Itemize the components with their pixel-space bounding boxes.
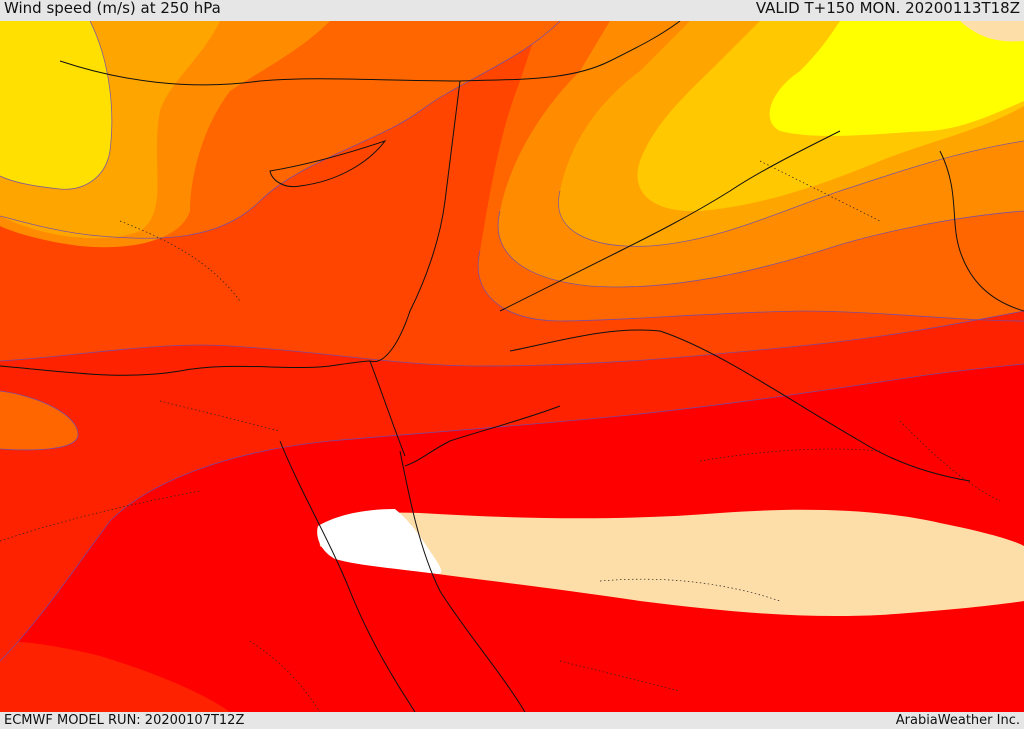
band-white-core [317,509,442,574]
border-saudi-north [509,329,971,482]
band-wheat-ne [960,21,1024,42]
band-orange-left-blob [0,391,79,450]
border-jordan-iraq [499,130,841,312]
band-wheat-core [318,509,1024,617]
border-iraq-iran [939,150,1024,312]
admin-borders [0,160,1001,712]
model-run-label: ECMWF MODEL RUN: 20200107T12Z [4,713,245,728]
band-yellow-nw [0,21,112,190]
wind-speed-map[interactable] [0,21,1024,712]
coastline-north-africa [0,360,371,376]
valid-time-label: VALID T+150 MON. 20200113T18Z [755,0,1020,17]
band-red-orange-sw [0,641,230,712]
coastline-red-sea-east [399,450,526,712]
borders [0,21,1024,712]
border-sinai [369,360,406,457]
contour-lines [0,21,1024,662]
credit-label: ArabiaWeather Inc. [895,713,1020,728]
coastline-levant [369,80,461,363]
coastline-turkey [59,21,681,86]
footer-bar: ECMWF MODEL RUN: 20200107T12Z ArabiaWeat… [0,712,1024,729]
border-jordan-saudi [404,405,561,467]
coastline-red-sea-west [279,440,416,712]
header-bar: Wind speed (m/s) at 250 hPa VALID T+150 … [0,0,1024,21]
map-title: Wind speed (m/s) at 250 hPa [4,0,221,17]
coastline-cyprus [269,140,387,188]
band-yellow-ne [769,21,1024,136]
